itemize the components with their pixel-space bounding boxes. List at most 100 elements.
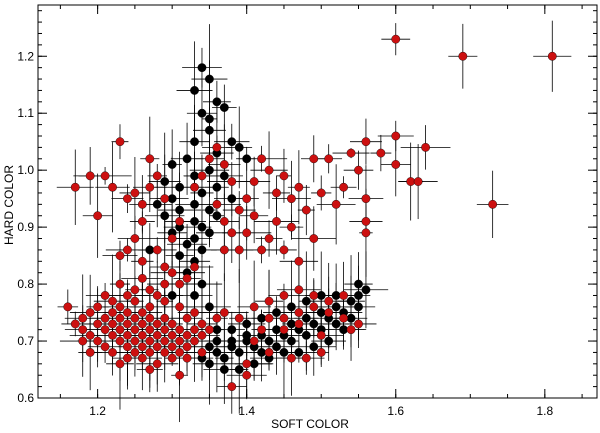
- data-point: [219, 103, 229, 112]
- data-point: [197, 348, 207, 357]
- data-point: [212, 142, 222, 152]
- data-point: [257, 325, 266, 335]
- data-point: [212, 199, 222, 209]
- data-point: [152, 319, 162, 329]
- data-point: [421, 142, 430, 152]
- data-point: [152, 291, 162, 300]
- data-point: [115, 325, 125, 335]
- data-point: [152, 342, 162, 352]
- data-point: [294, 285, 304, 295]
- data-point: [190, 325, 199, 335]
- data-point: [145, 348, 155, 357]
- data-point: [309, 154, 319, 164]
- data-point: [108, 330, 117, 340]
- data-point: [190, 336, 199, 346]
- data-point: [175, 370, 185, 380]
- data-point: [182, 353, 192, 363]
- data-point: [287, 353, 296, 363]
- data-point: [279, 245, 289, 255]
- x-tick-label: 1.6: [387, 404, 404, 418]
- data-point: [182, 239, 192, 249]
- data-point: [205, 228, 214, 238]
- data-point: [130, 234, 140, 243]
- data-point: [264, 165, 274, 175]
- data-point: [152, 245, 162, 255]
- data-point: [160, 262, 170, 272]
- data-point: [190, 262, 199, 272]
- data-point: [182, 330, 192, 340]
- data-point: [219, 308, 229, 317]
- data-point: [219, 365, 229, 374]
- data-point: [242, 194, 252, 204]
- data-point: [316, 348, 326, 357]
- data-point: [279, 313, 289, 323]
- data-point: [78, 325, 88, 335]
- data-point: [406, 177, 416, 186]
- data-point: [227, 325, 237, 335]
- data-point: [160, 313, 170, 323]
- data-point: [70, 319, 80, 329]
- data-point: [115, 251, 125, 261]
- data-point: [63, 302, 73, 312]
- data-point: [123, 245, 132, 255]
- data-point: [294, 348, 304, 357]
- data-point: [85, 171, 95, 181]
- data-point: [145, 336, 155, 346]
- data-point: [137, 308, 147, 317]
- data-point: [175, 217, 185, 226]
- data-point: [205, 125, 214, 135]
- data-point: [190, 137, 199, 147]
- data-point: [123, 330, 132, 340]
- data-point: [108, 308, 117, 317]
- data-point: [391, 131, 401, 141]
- data-point: [219, 217, 229, 226]
- y-tick-label: 0.7: [17, 334, 34, 348]
- data-point: [152, 171, 162, 181]
- data-point: [242, 228, 252, 238]
- data-point: [123, 319, 132, 329]
- data-point: [219, 353, 229, 363]
- y-axis-label: HARD COLOR: [2, 165, 16, 245]
- data-point: [391, 34, 401, 44]
- data-point: [205, 325, 214, 335]
- data-point: [167, 342, 177, 352]
- x-tick-label: 1.2: [89, 404, 106, 418]
- data-point: [257, 154, 266, 164]
- data-point: [488, 199, 498, 209]
- data-point: [137, 330, 147, 340]
- y-tick-label: 0.9: [17, 220, 34, 234]
- data-point: [301, 205, 311, 215]
- data-point: [316, 330, 326, 340]
- data-point: [160, 279, 170, 289]
- data-point: [279, 325, 289, 335]
- data-point: [123, 194, 132, 204]
- data-point: [93, 302, 103, 312]
- data-point: [167, 268, 177, 278]
- data-point: [197, 188, 207, 198]
- data-point: [339, 313, 348, 323]
- data-point: [115, 359, 125, 369]
- data-point: [137, 319, 147, 329]
- data-point: [85, 308, 95, 317]
- data-point: [100, 171, 110, 181]
- data-point: [324, 296, 334, 306]
- data-point: [123, 291, 132, 300]
- data-point: [197, 245, 207, 255]
- data-point: [137, 342, 147, 352]
- data-point: [309, 234, 319, 243]
- data-point: [130, 285, 140, 295]
- data-point: [287, 302, 296, 312]
- data-point: [137, 353, 147, 363]
- data-point: [115, 302, 125, 312]
- data-point: [227, 177, 237, 186]
- data-point: [93, 319, 103, 329]
- data-point: [115, 313, 125, 323]
- data-point: [167, 330, 177, 340]
- data-point: [301, 353, 311, 363]
- data-point: [361, 285, 371, 295]
- data-point: [175, 302, 185, 312]
- data-point: [197, 330, 207, 340]
- y-tick-label: 0.6: [17, 391, 34, 405]
- data-point: [100, 325, 110, 335]
- data-point: [100, 342, 110, 352]
